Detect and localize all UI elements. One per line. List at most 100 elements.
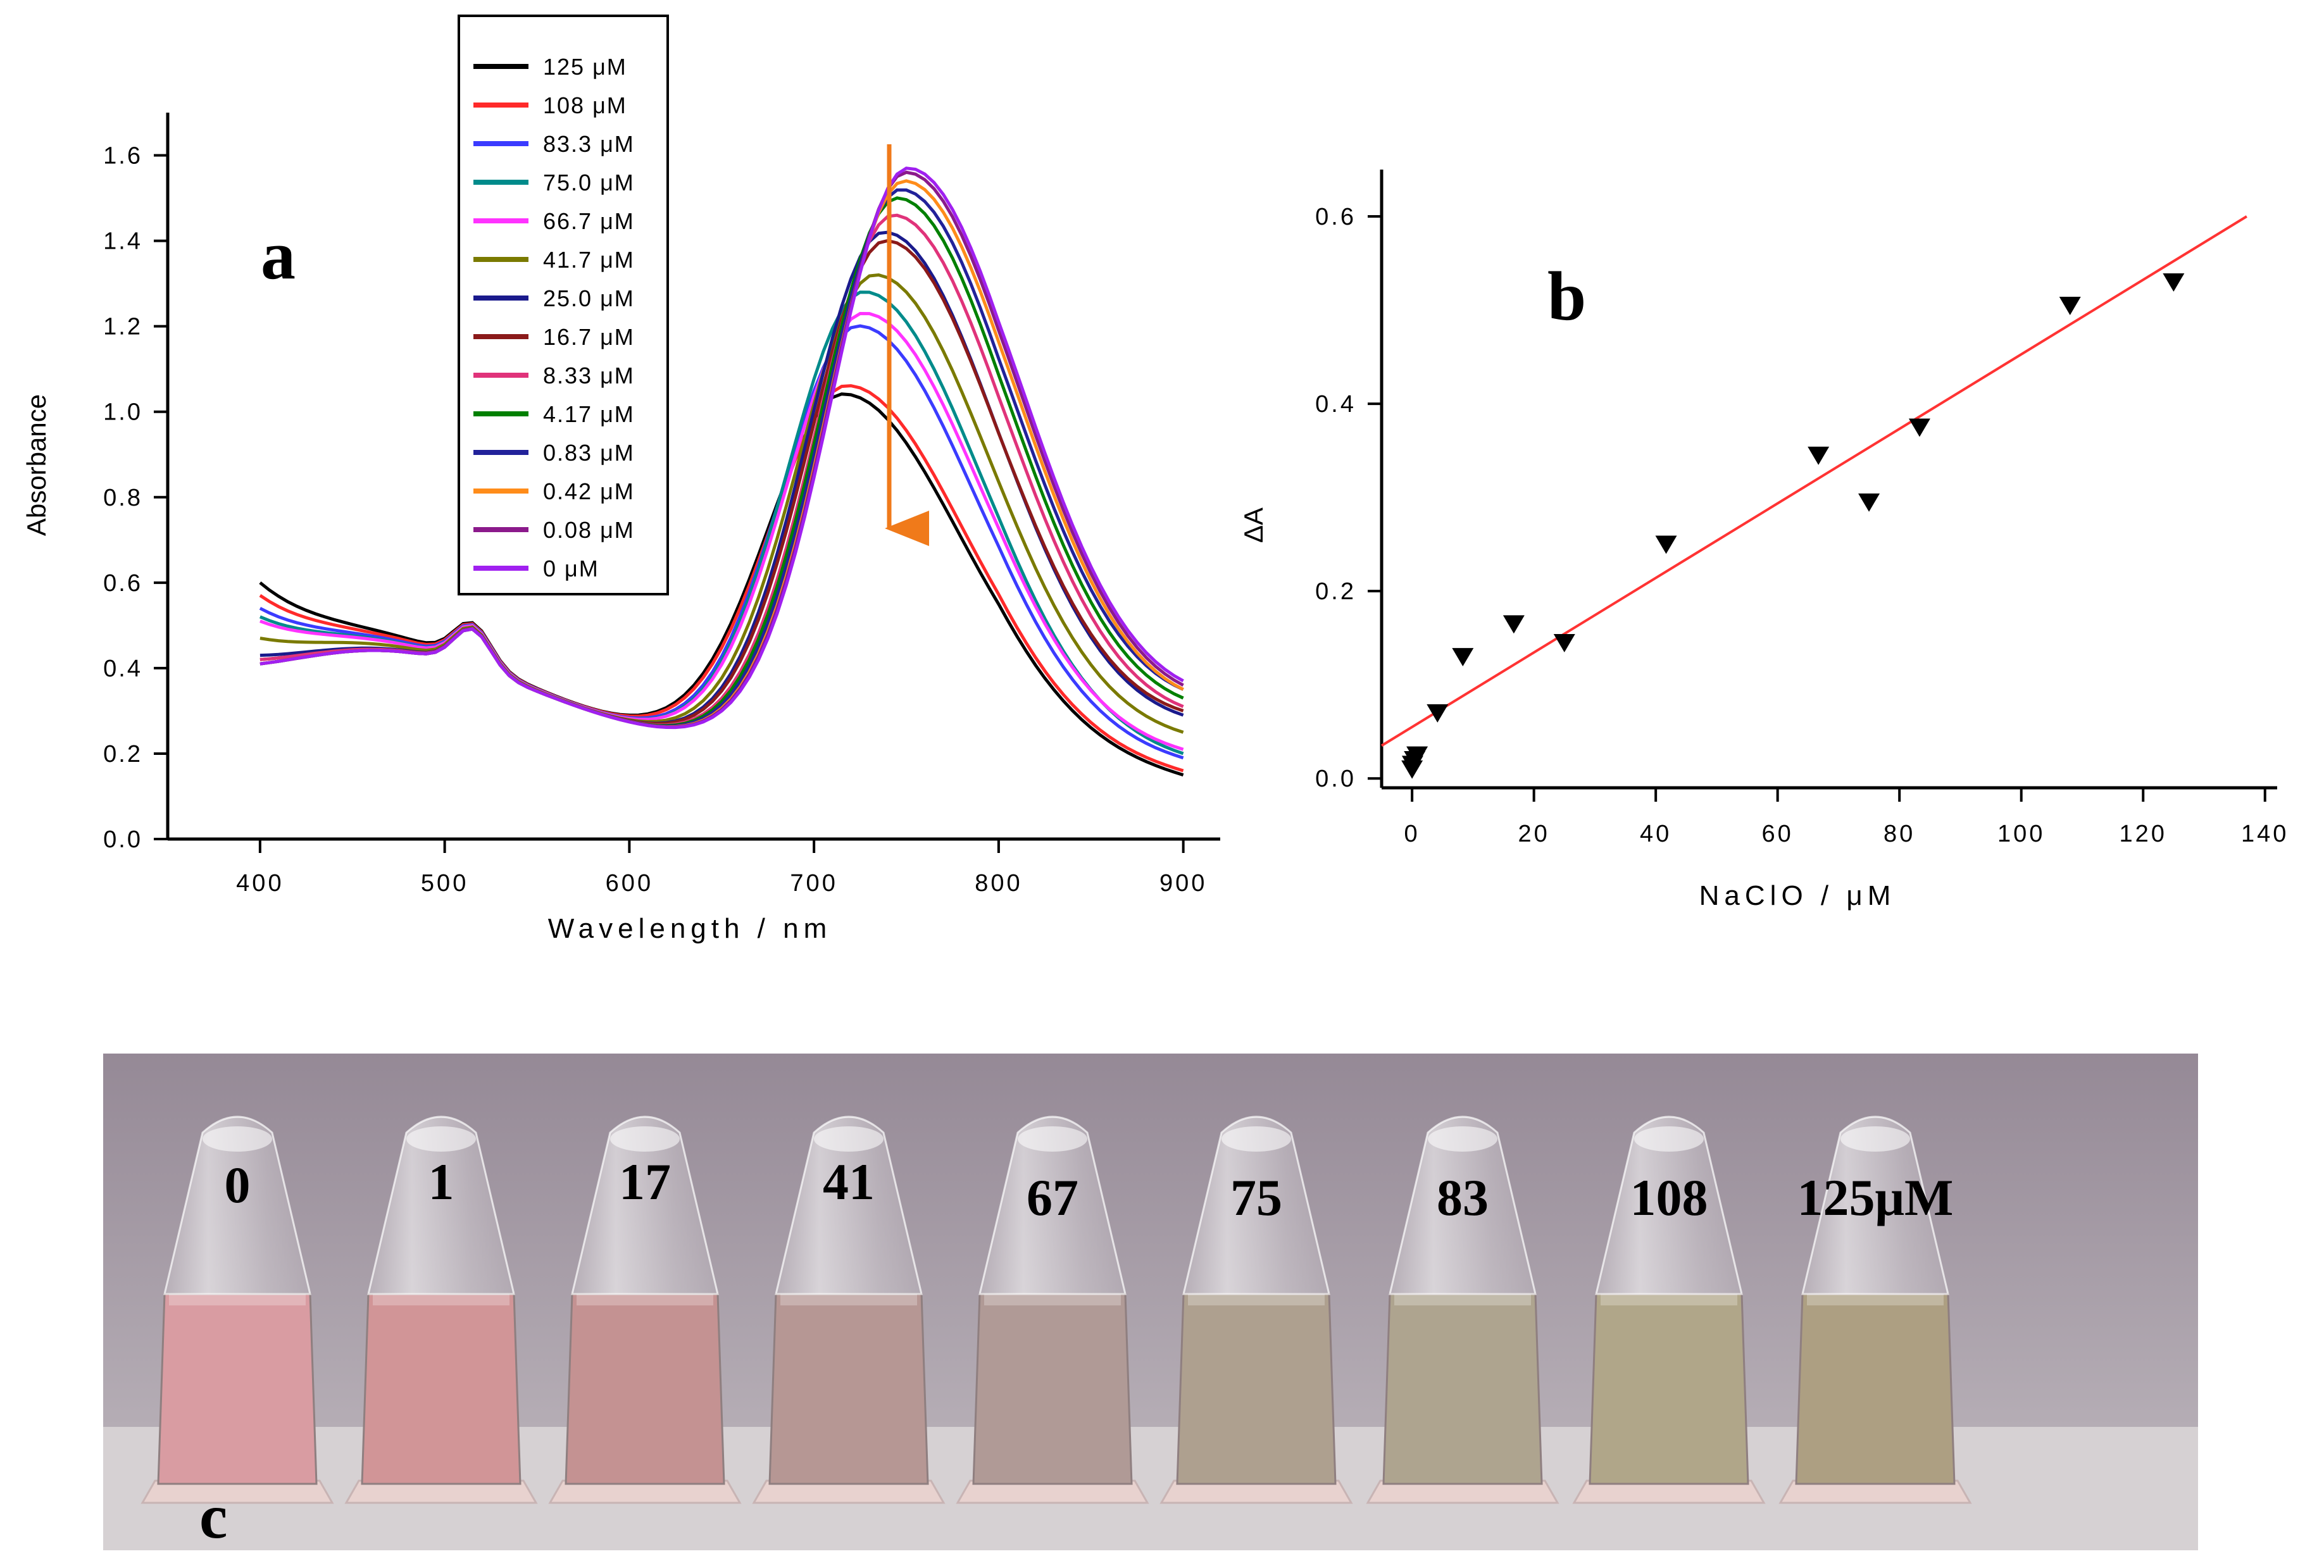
a-ytick-label: 0.8 (103, 485, 142, 511)
b-xtick-label: 40 (1640, 821, 1671, 847)
c-vial-label: 125μM (1797, 1169, 1954, 1226)
c-vial: 83 (1366, 1116, 1559, 1504)
c-vial-cap (1595, 1116, 1743, 1295)
a-ytick-label: 1.0 (103, 399, 142, 426)
b-ytick-label: 0.2 (1315, 578, 1356, 605)
c-vial-cap (1801, 1116, 1949, 1295)
a-legend-label: 125 μM (543, 54, 627, 80)
a-legend-label: 66.7 μM (543, 208, 635, 234)
c-vial-liquid (768, 1293, 929, 1485)
a-series-line (259, 290, 1184, 756)
c-vial-base (548, 1479, 742, 1504)
c-vial-meniscus (1394, 1294, 1531, 1305)
c-vial-cap-rim (1221, 1126, 1291, 1152)
c-vial-cap (367, 1116, 515, 1295)
a-series-line (259, 166, 1184, 730)
panel-c: 0 1 17 41 67 75 83 108 125μM c (103, 1054, 2198, 1552)
a-legend-label: 16.7 μM (543, 324, 635, 350)
a-legend-box (458, 15, 669, 595)
a-series-line (259, 384, 1184, 773)
c-tubes: 0 1 17 41 67 75 83 108 125μM (141, 1116, 1972, 1504)
b-xtick-label: 0 (1404, 821, 1420, 847)
c-vial: 17 (548, 1116, 742, 1504)
b-data-point (1858, 493, 1880, 512)
c-vial-base (344, 1479, 538, 1504)
c-vial: 108 (1572, 1116, 1766, 1504)
b-ytick-label: 0.0 (1315, 766, 1356, 792)
b-xtick-label: 100 (1997, 821, 2045, 847)
b-panel-label: b (1547, 258, 1586, 335)
b-xtick-label: 140 (2241, 821, 2289, 847)
c-vial-liquid (1795, 1293, 1956, 1485)
b-xtick-label: 80 (1884, 821, 1915, 847)
c-vial: 1 (344, 1116, 538, 1504)
b-fit-line (1380, 215, 2247, 747)
c-vial-cap (775, 1116, 923, 1295)
a-ytick-label: 1.2 (103, 314, 142, 340)
b-xtick-label: 120 (2120, 821, 2167, 847)
a-legend-label: 8.33 μM (543, 363, 635, 389)
c-vial-meniscus (984, 1294, 1121, 1305)
c-vial-liquid (972, 1293, 1133, 1485)
c-vial-base (1778, 1479, 1972, 1504)
c-vial-liquid (361, 1293, 522, 1485)
a-xtick-label: 700 (790, 870, 837, 897)
c-vial-liquid (1176, 1293, 1337, 1485)
a-ytick-label: 1.4 (103, 228, 142, 255)
b-data-point (1502, 615, 1525, 634)
c-vial: 67 (956, 1116, 1149, 1504)
c-vial-label: 75 (1230, 1169, 1282, 1226)
a-legend-label: 0.42 μM (543, 478, 635, 504)
c-vial-liquid (1382, 1293, 1543, 1485)
c-vial-cap (1182, 1116, 1330, 1295)
c-vial-label: 41 (823, 1153, 875, 1210)
c-vial-cap-rim (610, 1126, 680, 1152)
c-vial-label: 108 (1630, 1169, 1708, 1226)
a-series-line (259, 311, 1184, 751)
c-vial-cap (571, 1116, 719, 1295)
c-vial-meniscus (1601, 1294, 1737, 1305)
b-ylabel: ΔA (1239, 507, 1268, 543)
b-xtick-label: 20 (1518, 821, 1550, 847)
c-vial-liquid (157, 1293, 318, 1485)
c-vial-liquid (565, 1293, 725, 1485)
b-ticks: 0 20 40 60 80 100 120 140 0.0 0.2 0.4 0.6 (1315, 204, 2289, 847)
c-vial: 125μM (1778, 1116, 1972, 1504)
c-vial-base (1366, 1479, 1559, 1504)
a-xtick-label: 400 (236, 870, 284, 897)
a-ytick-label: 0.0 (103, 826, 142, 853)
b-data-point (2059, 297, 2081, 315)
a-legend-label: 4.17 μM (543, 401, 635, 427)
a-ticks: 400 500 600 700 800 900 0.0 0.2 0.4 0.6 0.8 1.0 1.2 1… (103, 143, 1204, 897)
a-xtick-label: 800 (975, 870, 1022, 897)
b-data-point (2163, 273, 2185, 292)
c-vial-meniscus (780, 1294, 917, 1305)
b-fit (1380, 215, 2247, 747)
a-series-line (259, 392, 1184, 777)
c-vial-cap-rim (1018, 1126, 1087, 1152)
a-curves (259, 166, 1184, 777)
a-legend-label: 108 μM (543, 92, 627, 118)
a-ylabel: Absorbance (22, 394, 51, 536)
c-vial-cap-rim (1428, 1126, 1497, 1152)
b-data-point (1553, 633, 1575, 652)
c-vial-base (141, 1479, 334, 1504)
b-points (1401, 273, 2185, 779)
a-ytick-label: 0.4 (103, 656, 142, 682)
c-vial-meniscus (169, 1294, 306, 1305)
a-panel-label: a (261, 216, 296, 294)
b-data-point (1452, 648, 1474, 667)
a-legend-label: 0.83 μM (543, 440, 635, 466)
panel-b: 0 20 40 60 80 100 120 140 0.0 0.2 0.4 0.6 NaClO / μ… (1239, 170, 2289, 911)
a-series-line (259, 273, 1184, 734)
c-vial-cap-rim (1634, 1126, 1704, 1152)
b-ytick-label: 0.6 (1315, 204, 1356, 230)
c-vial-cap (163, 1116, 311, 1295)
a-xlabel: Wavelength / nm (548, 913, 832, 944)
c-vial-cap-rim (406, 1126, 476, 1152)
c-vial-meniscus (1188, 1294, 1325, 1305)
b-data-point (1427, 704, 1449, 723)
c-vial-cap-rim (1840, 1126, 1910, 1152)
a-legend-label: 41.7 μM (543, 247, 635, 273)
